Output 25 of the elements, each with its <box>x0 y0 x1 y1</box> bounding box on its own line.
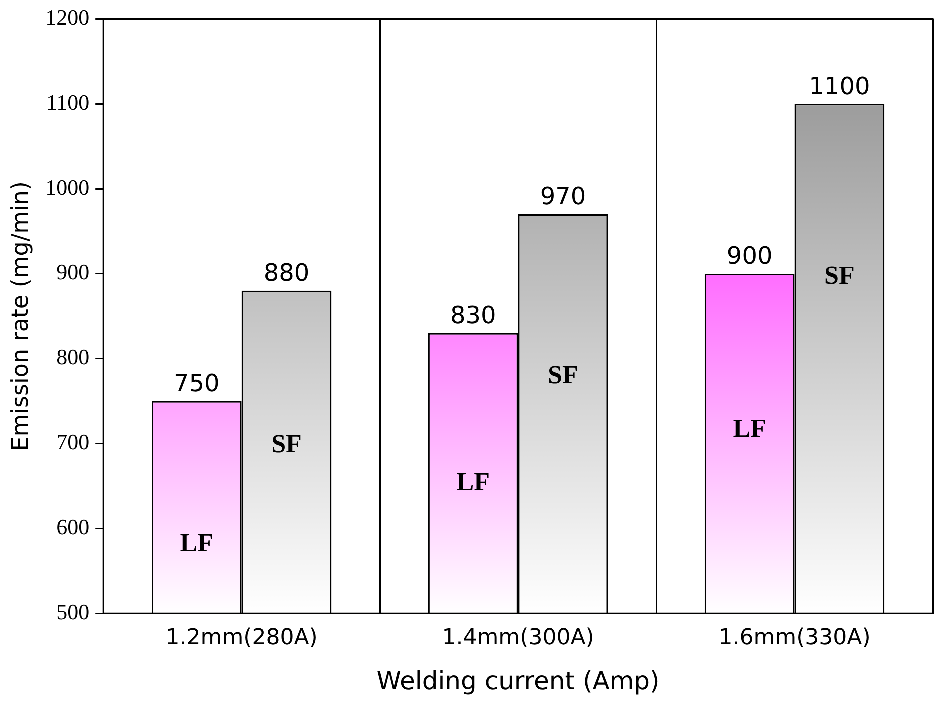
y-tick-label: 700 <box>56 430 90 455</box>
y-tick-label: 1100 <box>46 90 90 115</box>
y-tick-label: 900 <box>56 260 90 285</box>
data-label: 970 <box>540 182 586 211</box>
data-label: 1100 <box>809 72 870 100</box>
data-label: 880 <box>264 259 310 288</box>
y-tick-label: 600 <box>56 514 90 540</box>
y-tick-label: 1000 <box>46 174 90 200</box>
text: SF <box>824 261 855 290</box>
y-axis-title: Emission rate (mg/min) <box>8 182 34 452</box>
text: LF <box>456 468 490 497</box>
text: LF <box>180 528 214 558</box>
y-tick-label: 1200 <box>46 4 90 30</box>
x-tick-label: 1.4mm(300A) <box>442 626 594 651</box>
x-tick-label: 1.6mm(330A) <box>718 626 871 651</box>
x-axis-title: Welding current (Amp) <box>376 666 660 696</box>
series-label: LF <box>733 414 766 444</box>
x-tick-label: 1.2mm(280A) <box>166 626 318 651</box>
y-tick-label: 500 <box>56 599 90 624</box>
data-label: 750 <box>174 370 220 398</box>
series-label: SF <box>272 429 302 458</box>
data-label: 830 <box>450 302 496 330</box>
data-label: 900 <box>726 242 773 270</box>
text: SF <box>548 360 578 390</box>
y-tick-label: 800 <box>56 344 90 370</box>
